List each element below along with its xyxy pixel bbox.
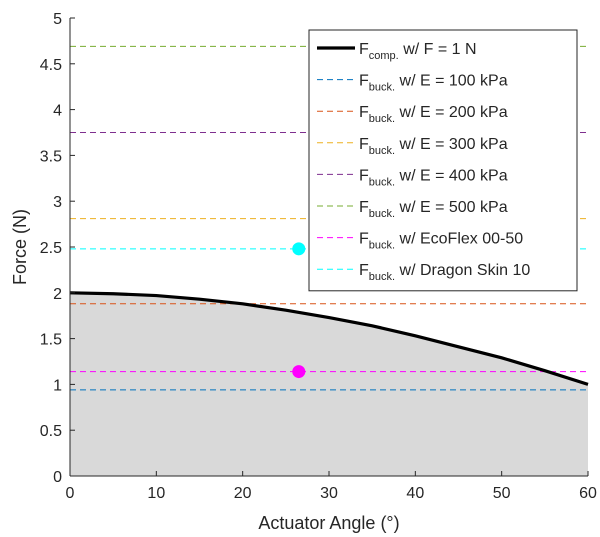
legend-box <box>308 29 578 292</box>
x-tick-label: 40 <box>406 485 424 502</box>
legend-entry-label: Fcomp. w/ F = 1 N <box>359 41 477 62</box>
x-tick-label: 30 <box>320 485 338 502</box>
legend-entry-label: Fbuck. w/ E = 300 kPa <box>359 136 508 157</box>
y-tick-label: 2.5 <box>40 240 62 257</box>
y-axis-label: Force (N) <box>10 209 30 285</box>
marker-point-6 <box>292 365 306 379</box>
legend-entry-label: Fbuck. w/ E = 100 kPa <box>359 73 508 94</box>
x-tick-label: 10 <box>147 485 165 502</box>
y-tick-label: 1.5 <box>40 332 62 349</box>
x-tick-label: 60 <box>579 485 597 502</box>
y-tick-label: 0 <box>53 469 62 486</box>
y-tick-label: 1 <box>53 377 62 394</box>
legend-entry-label: Fbuck. w/ EcoFlex 00-50 <box>359 231 523 252</box>
legend-entry-label: Fbuck. w/ E = 200 kPa <box>359 104 508 125</box>
y-tick-label: 3.5 <box>40 148 62 165</box>
legend-entry-label: Fbuck. w/ E = 400 kPa <box>359 167 508 188</box>
legend-entry-label: Fbuck. w/ E = 500 kPa <box>359 199 508 220</box>
y-tick-label: 2 <box>53 286 62 303</box>
y-tick-label: 4 <box>53 103 62 120</box>
y-tick-label: 5 <box>53 11 62 28</box>
x-axis-label: Actuator Angle (°) <box>258 513 399 533</box>
y-tick-label: 4.5 <box>40 57 62 74</box>
x-tick-label: 50 <box>493 485 511 502</box>
legend: Fcomp. w/ F = 1 N Fbuck. w/ E = 100 kPa Fb… <box>308 29 578 292</box>
compression-curve <box>69 291 589 386</box>
y-tick-label: 3 <box>53 194 62 211</box>
x-tick-label: 20 <box>234 485 252 502</box>
y-tick-label: 0.5 <box>40 423 62 440</box>
legend-entry-label: Fbuck. w/ Dragon Skin 10 <box>359 262 530 283</box>
x-tick-label: 0 <box>66 485 75 502</box>
marker-point-7 <box>292 242 306 256</box>
area-under-curve <box>70 292 588 476</box>
